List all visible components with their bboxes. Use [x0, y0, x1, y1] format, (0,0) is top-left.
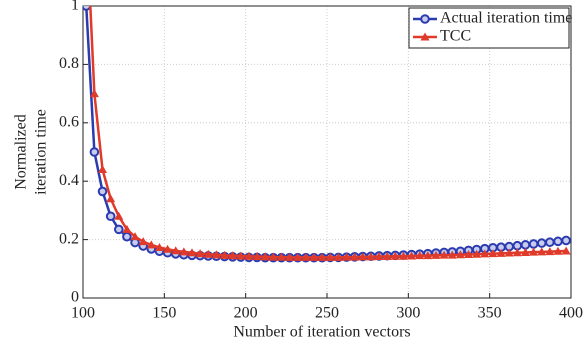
marker	[146, 240, 156, 249]
marker	[439, 250, 449, 259]
x-tick-label: 300	[396, 305, 420, 322]
marker	[488, 249, 498, 258]
y-axis-label: iteration time	[33, 109, 50, 195]
marker	[431, 250, 441, 259]
legend-marker	[420, 14, 430, 24]
y-tick-label: 1	[71, 0, 79, 14]
marker	[260, 252, 270, 261]
marker	[553, 236, 563, 247]
marker	[407, 251, 417, 260]
marker	[455, 250, 465, 259]
marker	[138, 237, 148, 246]
marker	[114, 211, 124, 220]
marker	[480, 249, 490, 258]
y-tick-label: 0.4	[59, 172, 79, 189]
marker	[252, 252, 262, 261]
marker	[211, 250, 221, 259]
marker	[122, 224, 132, 233]
marker	[106, 194, 116, 203]
marker	[236, 251, 246, 260]
marker	[309, 252, 319, 261]
x-tick-label: 200	[234, 305, 258, 322]
marker	[195, 249, 205, 258]
marker	[520, 247, 530, 256]
marker	[447, 250, 457, 259]
marker	[276, 252, 286, 261]
marker	[317, 252, 327, 261]
marker	[179, 247, 189, 256]
marker	[390, 251, 400, 260]
marker	[268, 252, 278, 261]
legend-box	[408, 7, 570, 49]
marker	[98, 165, 108, 174]
marker	[342, 252, 352, 261]
legend-marker	[420, 32, 430, 41]
marker	[553, 246, 563, 255]
marker	[301, 252, 311, 261]
marker	[472, 249, 482, 258]
marker	[398, 251, 408, 260]
marker	[561, 235, 571, 246]
marker	[520, 240, 531, 250]
y-tick-label: 0	[71, 289, 79, 306]
marker	[89, 89, 99, 98]
marker	[561, 246, 571, 255]
x-axis-label: Number of iteration vectors	[233, 324, 410, 341]
marker	[374, 252, 384, 261]
marker	[89, 147, 100, 157]
x-tick-label: 250	[315, 305, 339, 322]
marker	[358, 252, 368, 261]
marker	[154, 242, 164, 251]
y-tick-label: 0.8	[59, 55, 79, 72]
marker	[171, 246, 181, 255]
marker	[537, 247, 547, 256]
plot-area	[83, 6, 571, 263]
marker	[130, 232, 140, 241]
marker	[325, 252, 335, 261]
marker	[163, 244, 173, 253]
marker	[545, 237, 555, 248]
marker	[545, 247, 555, 256]
marker	[122, 231, 132, 242]
legend-label: Actual iteration time	[440, 10, 572, 27]
marker	[382, 252, 392, 261]
marker	[97, 186, 108, 197]
x-tick-label: 150	[152, 305, 176, 322]
marker	[464, 249, 474, 258]
marker	[285, 252, 295, 261]
marker	[187, 248, 197, 257]
marker	[512, 248, 522, 257]
marker	[293, 252, 303, 261]
marker	[228, 251, 238, 260]
marker	[350, 252, 360, 261]
y-tick-label: 0.6	[59, 113, 79, 130]
marker	[83, 6, 92, 11]
marker	[496, 248, 506, 257]
marker	[220, 250, 230, 259]
marker	[504, 248, 514, 257]
marker	[529, 247, 539, 256]
plot-frame	[82, 5, 572, 299]
x-tick-label: 100	[71, 305, 95, 322]
marker	[528, 239, 539, 249]
y-axis-label: Normalized	[13, 114, 30, 190]
marker	[244, 251, 254, 260]
legend-label: TCC	[440, 28, 471, 45]
marker	[415, 251, 425, 260]
marker	[105, 211, 116, 222]
x-tick-label: 350	[478, 305, 502, 322]
marker	[113, 224, 124, 235]
marker	[423, 251, 433, 260]
marker	[333, 252, 343, 261]
marker	[366, 252, 376, 261]
x-tick-label: 400	[559, 305, 583, 322]
marker	[536, 238, 547, 248]
y-tick-label: 0.2	[59, 230, 79, 247]
marker	[203, 249, 213, 258]
